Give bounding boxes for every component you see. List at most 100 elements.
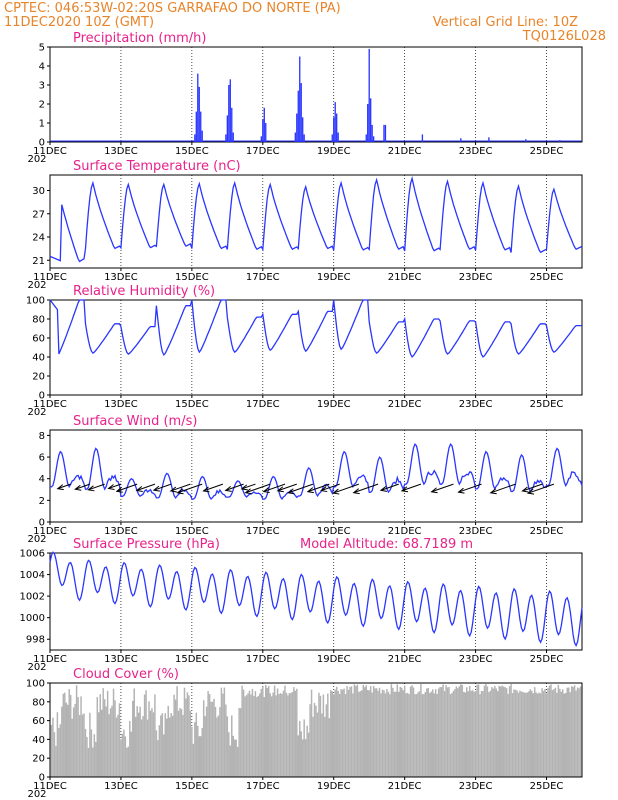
cloud-bar [470, 690, 472, 777]
cloud-bar [112, 688, 115, 777]
cloud-bar [390, 684, 393, 777]
x-tick-label: 17DEC [246, 781, 280, 792]
precip-bar [383, 124, 385, 142]
cloud-bar [511, 693, 514, 777]
wind-arrow-head [224, 485, 232, 492]
cloud-bar [151, 708, 153, 777]
wind-arrow [108, 483, 122, 489]
y-tick-label: 998 [26, 635, 45, 646]
precip-bar [228, 85, 230, 142]
cloud-bar [241, 685, 243, 777]
cloud-bar [197, 725, 199, 777]
cloud-bar [318, 692, 320, 777]
cloud-bar [204, 716, 206, 777]
wind-arrow [263, 483, 286, 493]
cloud-bar [384, 693, 387, 777]
precip-bar [232, 132, 234, 142]
x-tick-label: 19DEC [317, 654, 351, 665]
cloud-bar [522, 691, 524, 777]
x-tick-label: 19DEC [317, 272, 351, 283]
header-grid-line: Vertical Grid Line: 10Z [433, 15, 578, 30]
precip-bar [197, 73, 199, 142]
x-tick-label: 23DEC [459, 526, 493, 537]
cloud-bar [371, 692, 373, 777]
cloud-bar [436, 693, 438, 777]
y-tick-label: 60 [32, 334, 45, 345]
cloud-bar [343, 688, 345, 777]
cloud-bar [121, 733, 124, 777]
precip-bar [384, 124, 387, 142]
cloud-bar [228, 732, 230, 777]
x-tick-label: 19DEC [317, 399, 351, 410]
wind-arrow-head [276, 486, 284, 493]
cloud-bar [213, 698, 215, 777]
cloud-bar [149, 710, 152, 777]
cloud-bar [451, 692, 453, 777]
cloud-bar [536, 693, 539, 777]
wind-speed-line [50, 443, 583, 501]
cloud-bar [130, 731, 133, 777]
cloud-bar [239, 708, 242, 777]
cloud-bar [192, 743, 195, 777]
cloud-bar [437, 688, 440, 777]
y-tick-label: 0 [39, 773, 45, 784]
precip-bar [302, 117, 304, 142]
cloud-bar [231, 715, 233, 777]
cloud-bar [270, 696, 273, 777]
cloud-bar [247, 693, 249, 777]
cloud-bar [464, 692, 466, 777]
cloud-bar [439, 686, 441, 777]
wind-arrow [490, 483, 516, 494]
cloud-bar [195, 712, 198, 777]
cloud-bar [223, 687, 226, 777]
x-tick-label: 17DEC [246, 399, 280, 410]
cloud-bar [393, 691, 396, 777]
cloud-bar [374, 688, 376, 777]
cloud-bar [578, 688, 580, 777]
plot-frame [49, 552, 583, 651]
cloud-bar [559, 688, 561, 777]
cloud-bar [520, 691, 523, 777]
x-tick-label: 19DEC [317, 146, 351, 157]
cloud-bar [443, 691, 446, 777]
x-tick-label: 21DEC [388, 272, 422, 283]
wind-arrow [136, 483, 156, 491]
cloud-bar [300, 731, 302, 777]
cloud-bar [361, 690, 363, 777]
cloud-bar [426, 688, 428, 777]
cloud-bar [297, 735, 300, 777]
plot-frame [49, 682, 583, 778]
y-tick-label: 1002 [20, 592, 45, 603]
cloud-bar [83, 713, 85, 777]
wind-arrow-head [152, 485, 160, 492]
x-tick-label: 21DEC [388, 526, 422, 537]
cloud-bar [446, 687, 449, 777]
panel-title: Surface Temperature (nC) [73, 159, 241, 174]
panel-surface: 998 1000 1002 1004 1006 11DEC 13DEC 15DEC 17DEC 1… [20, 537, 583, 673]
cloud-bar [352, 693, 354, 777]
cloud-bar [355, 686, 357, 777]
cloud-bar [386, 688, 388, 777]
temperature-line [49, 175, 583, 263]
wind-arrow [458, 483, 482, 493]
cloud-bar [276, 688, 279, 777]
cloud-bar [486, 686, 489, 777]
cloud-bar [278, 694, 280, 777]
y-tick-label: 3 [39, 81, 45, 92]
cloud-bar [281, 693, 283, 777]
cloud-bar [127, 746, 130, 777]
x-tick-label: 19DEC [317, 781, 351, 792]
x-tick-label: 11DEC [33, 272, 67, 283]
cloud-bar [214, 706, 217, 777]
cloud-bar [473, 691, 475, 777]
cloud-bar [409, 686, 412, 777]
x-tick-label: 23DEC [459, 654, 493, 665]
cloud-bar [421, 694, 424, 777]
precip-bar [334, 102, 336, 142]
cloud-bar [108, 714, 110, 777]
wind-arrow-head [107, 484, 115, 490]
cloud-bar [427, 687, 430, 777]
x-tick-label: 23DEC [459, 781, 493, 792]
precip-bar [260, 136, 262, 142]
cloud-bar [273, 685, 276, 777]
